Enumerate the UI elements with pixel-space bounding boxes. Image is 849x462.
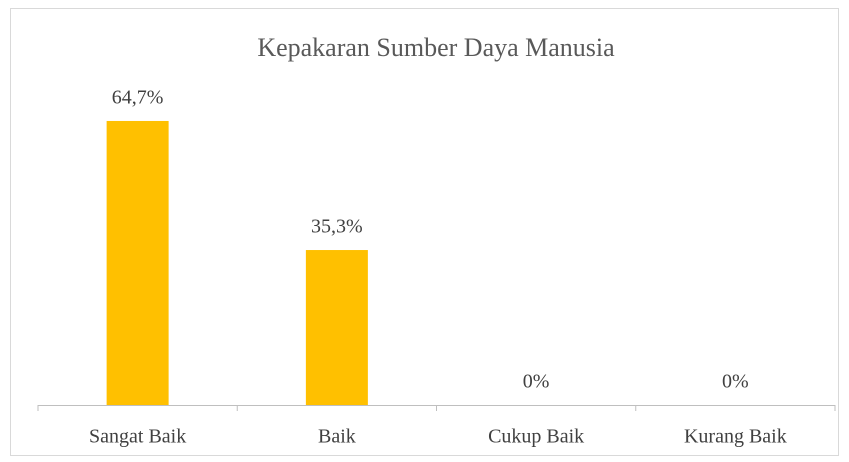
x-tick-label: Sangat Baik — [89, 426, 186, 448]
data-label: 64,7% — [112, 87, 164, 109]
data-label: 35,3% — [311, 216, 363, 238]
x-tick-label: Cukup Baik — [488, 426, 584, 448]
bar — [305, 250, 368, 405]
data-label: 0% — [722, 371, 749, 393]
x-tick-label: Baik — [318, 426, 356, 448]
x-tick-label: Kurang Baik — [684, 426, 787, 448]
data-label: 0% — [523, 371, 550, 393]
bar — [106, 120, 169, 405]
chart-title: Kepakaran Sumber Daya Manusia — [257, 33, 615, 62]
